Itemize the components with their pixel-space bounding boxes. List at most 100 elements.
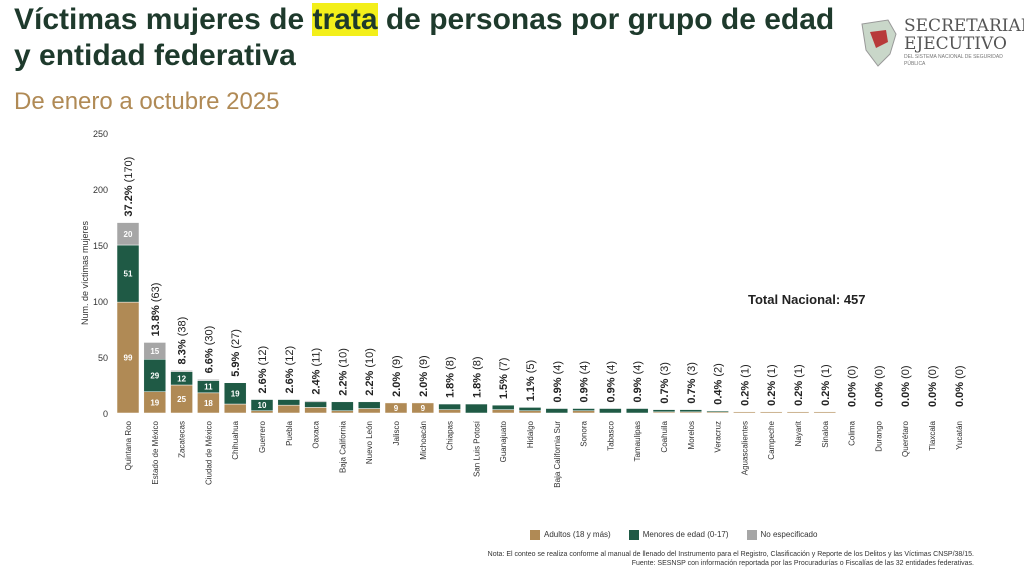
x-tick-label: Durango: [874, 420, 883, 451]
segment-label: 9: [421, 404, 426, 413]
total-label: 2.0% (9): [391, 355, 403, 397]
x-tick-label: Tlaxcala: [928, 420, 937, 450]
bar-segment: [411, 402, 435, 414]
total-label: 0.2% (1): [820, 364, 832, 406]
segment-label: 25: [177, 395, 186, 404]
total-label: 0.9% (4): [579, 361, 591, 403]
segment-label: 18: [204, 399, 213, 408]
segment-label: 12: [177, 374, 186, 383]
footnote: Nota: El conteo se realiza conforme al m…: [487, 551, 974, 567]
bar-segment: [250, 410, 274, 414]
y-tick-label: 0: [103, 409, 108, 419]
total-label: 0.0% (0): [900, 365, 912, 407]
total-label: 37.2% (170): [123, 157, 135, 217]
total-label: 0.7% (3): [659, 362, 671, 404]
segment-label: 29: [150, 371, 159, 380]
x-tick-label: Puebla: [285, 420, 294, 445]
bar-segment: [304, 407, 327, 414]
y-tick-label: 250: [93, 129, 108, 139]
bar-segment: [223, 382, 247, 405]
x-tick-label: Nuevo León: [365, 421, 374, 464]
bar-segment: [545, 408, 569, 414]
y-tick-label: 50: [98, 353, 108, 363]
page-subtitle: De enero a octubre 2025: [14, 88, 280, 115]
y-tick-label: 150: [93, 241, 108, 251]
bar-segment: [331, 401, 354, 412]
total-label: 6.6% (30): [203, 326, 215, 374]
bar-segment: [331, 410, 354, 414]
x-tick-label: Hidalgo: [526, 420, 535, 448]
bar-segment: [813, 411, 837, 414]
bar-segment: [170, 370, 193, 372]
total-label: 1.1% (5): [525, 360, 537, 402]
bar-segment: [197, 379, 220, 381]
x-tick-label: Quintana Roo: [124, 420, 133, 470]
x-tick-label: Michoacán: [419, 421, 428, 460]
bar-segment: [384, 402, 408, 414]
segment-label: 19: [231, 389, 240, 398]
total-label: 2.4% (11): [311, 348, 323, 395]
bar-segment: [357, 401, 381, 409]
total-label: 2.0% (9): [418, 355, 430, 397]
bar-segment: [438, 403, 461, 410]
x-tick-label: Sonora: [580, 420, 589, 446]
total-label: 0.2% (1): [739, 364, 751, 406]
total-label: 5.9% (27): [230, 329, 242, 377]
legend-adultos: Adultos (18 y más): [530, 530, 611, 540]
bar-segment: [223, 403, 247, 414]
x-tick-label: Zacatecas: [178, 421, 187, 458]
x-tick-label: Oaxaca: [312, 420, 321, 448]
x-tick-label: Tamaulipas: [633, 421, 642, 461]
y-axis-label: Num. de víctimas mujeres: [80, 220, 90, 325]
total-label: 2.2% (10): [364, 348, 376, 396]
x-tick-label: Campeche: [767, 420, 776, 459]
total-label: 0.0% (0): [873, 365, 885, 407]
bar-segment: [277, 399, 301, 406]
total-label: 0.0% (0): [847, 365, 859, 407]
x-tick-label: San Luis Potosí: [472, 420, 481, 477]
x-tick-label: Baja California: [338, 420, 347, 473]
total-label: 0.7% (3): [686, 362, 698, 404]
bar-segment: [572, 408, 595, 412]
x-tick-label: Baja California Sur: [553, 421, 562, 488]
x-tick-label: Colima: [848, 420, 857, 445]
bar-segment: [357, 408, 381, 414]
total-label: 0.9% (4): [632, 361, 644, 403]
bar-segment: [679, 409, 703, 413]
bar-segment: [491, 409, 515, 414]
total-label: 0.2% (1): [766, 364, 778, 406]
x-tick-label: Querétaro: [901, 420, 910, 457]
page-title: Víctimas mujeres de trata de personas po…: [14, 3, 835, 72]
x-tick-label: Veracruz: [714, 421, 723, 453]
logo: SECRETARIADO EJECUTIVO DEL SISTEMA NACIO…: [858, 14, 1024, 74]
x-tick-label: Nayarit: [794, 420, 803, 446]
y-tick-label: 100: [93, 297, 108, 307]
bar-segment: [733, 411, 756, 414]
total-nacional: Total Nacional: 457: [748, 292, 866, 307]
x-tick-label: Tabasco: [606, 420, 615, 450]
bar-segment: [625, 408, 649, 414]
bar-segment: [143, 342, 167, 360]
segment-label: 20: [124, 230, 133, 239]
x-tick-label: Morelos: [687, 421, 696, 449]
x-tick-label: Coahuila: [660, 420, 669, 452]
segment-label: 10: [258, 401, 267, 410]
legend-noesp: No especificado: [746, 530, 817, 540]
x-tick-label: Guanajuato: [499, 420, 508, 462]
segment-label: 11: [204, 383, 213, 392]
total-label: 0.0% (0): [954, 365, 966, 407]
total-label: 0.0% (0): [927, 365, 939, 407]
x-tick-label: Sinaloa: [821, 420, 830, 447]
mexico-map-logo-icon: [861, 19, 897, 67]
bar-segment: [572, 410, 595, 414]
legend: Adultos (18 y más) Menores de edad (0-17…: [530, 530, 817, 540]
bar-segment: [491, 404, 515, 410]
bar-segment: [518, 410, 542, 414]
x-tick-label: Chiapas: [446, 421, 455, 450]
legend-menores: Menores de edad (0-17): [628, 530, 729, 540]
total-label: 0.2% (1): [793, 364, 805, 406]
total-label: 13.8% (63): [150, 283, 162, 337]
x-tick-label: Aguascalientes: [740, 421, 749, 475]
segment-label: 19: [150, 398, 159, 407]
